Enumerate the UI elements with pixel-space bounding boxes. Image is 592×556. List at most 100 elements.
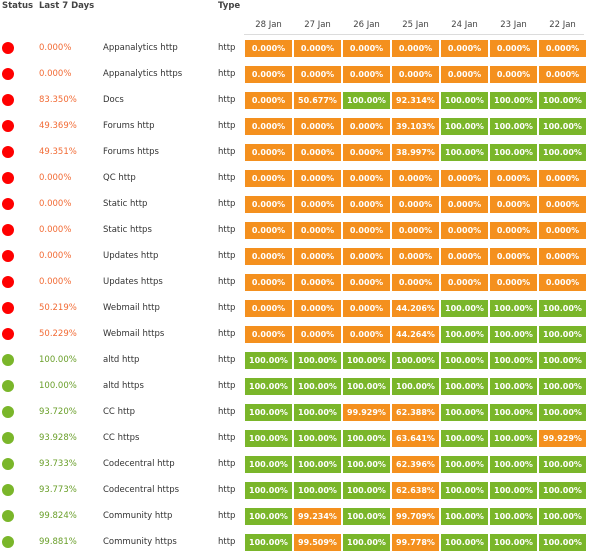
- day-uptime-cell[interactable]: 0.000%: [392, 40, 439, 57]
- monitor-name[interactable]: CC https: [103, 433, 140, 443]
- day-uptime-cell[interactable]: 0.000%: [343, 300, 390, 317]
- table-row[interactable]: 93.733% Codecentral http http 100.00% 100.00…: [0, 452, 592, 478]
- monitor-name[interactable]: Static https: [103, 225, 152, 235]
- day-uptime-cell[interactable]: 100.00%: [343, 508, 390, 525]
- table-row[interactable]: 49.369% Forums http http 0.000% 0.000% 0.000%…: [0, 114, 592, 140]
- day-uptime-cell[interactable]: 99.509%: [294, 534, 341, 551]
- day-uptime-cell[interactable]: 100.00%: [441, 352, 488, 369]
- day-uptime-cell[interactable]: 0.000%: [245, 118, 292, 135]
- day-uptime-cell[interactable]: 0.000%: [343, 248, 390, 265]
- day-uptime-cell[interactable]: 100.00%: [490, 144, 537, 161]
- day-uptime-cell[interactable]: 39.103%: [392, 118, 439, 135]
- day-uptime-cell[interactable]: 100.00%: [539, 456, 586, 473]
- table-row[interactable]: 0.000% Static https http 0.000% 0.000% 0.000%…: [0, 218, 592, 244]
- table-row[interactable]: 50.219% Webmail http http 0.000% 0.000% 0.000…: [0, 296, 592, 322]
- day-uptime-cell[interactable]: 0.000%: [343, 144, 390, 161]
- day-uptime-cell[interactable]: 0.000%: [490, 66, 537, 83]
- day-uptime-cell[interactable]: 100.00%: [441, 144, 488, 161]
- day-uptime-cell[interactable]: 44.264%: [392, 326, 439, 343]
- day-uptime-cell[interactable]: 0.000%: [490, 274, 537, 291]
- day-uptime-cell[interactable]: 0.000%: [294, 274, 341, 291]
- table-row[interactable]: 93.773% Codecentral https http 100.00% 100.0…: [0, 478, 592, 504]
- day-uptime-cell[interactable]: 100.00%: [539, 404, 586, 421]
- day-uptime-cell[interactable]: 100.00%: [245, 456, 292, 473]
- table-row[interactable]: 50.229% Webmail https http 0.000% 0.000% 0.00…: [0, 322, 592, 348]
- day-uptime-cell[interactable]: 100.00%: [490, 508, 537, 525]
- day-uptime-cell[interactable]: 0.000%: [245, 248, 292, 265]
- day-uptime-cell[interactable]: 100.00%: [490, 326, 537, 343]
- table-row[interactable]: 0.000% Static http http 0.000% 0.000% 0.000% 0…: [0, 192, 592, 218]
- day-uptime-cell[interactable]: 100.00%: [245, 404, 292, 421]
- day-uptime-cell[interactable]: 0.000%: [441, 222, 488, 239]
- day-uptime-cell[interactable]: 0.000%: [245, 170, 292, 187]
- monitor-name[interactable]: Codecentral http: [103, 459, 175, 469]
- day-uptime-cell[interactable]: 100.00%: [392, 378, 439, 395]
- day-uptime-cell[interactable]: 0.000%: [490, 248, 537, 265]
- status-column-header[interactable]: Status: [2, 1, 34, 11]
- day-uptime-cell[interactable]: 100.00%: [539, 378, 586, 395]
- day-uptime-cell[interactable]: 62.638%: [392, 482, 439, 499]
- day-uptime-cell[interactable]: 0.000%: [245, 222, 292, 239]
- table-row[interactable]: 93.720% CC http http 100.00% 100.00% 99.929% 6…: [0, 400, 592, 426]
- day-uptime-cell[interactable]: 100.00%: [490, 118, 537, 135]
- table-row[interactable]: 99.824% Community http http 100.00% 99.234% 1…: [0, 504, 592, 530]
- day-uptime-cell[interactable]: 0.000%: [343, 274, 390, 291]
- day-uptime-cell[interactable]: 0.000%: [294, 222, 341, 239]
- day-uptime-cell[interactable]: 0.000%: [343, 222, 390, 239]
- day-uptime-cell[interactable]: 0.000%: [392, 222, 439, 239]
- day-uptime-cell[interactable]: 0.000%: [343, 326, 390, 343]
- day-uptime-cell[interactable]: 100.00%: [441, 534, 488, 551]
- day-uptime-cell[interactable]: 0.000%: [441, 40, 488, 57]
- monitor-name[interactable]: Appanalytics https: [103, 69, 183, 79]
- day-uptime-cell[interactable]: 0.000%: [441, 248, 488, 265]
- day-uptime-cell[interactable]: 0.000%: [245, 66, 292, 83]
- day-uptime-cell[interactable]: 0.000%: [294, 170, 341, 187]
- day-uptime-cell[interactable]: 0.000%: [294, 40, 341, 57]
- table-row[interactable]: 83.350% Docs http 0.000% 50.677% 100.00% 92.31…: [0, 88, 592, 114]
- day-uptime-cell[interactable]: 0.000%: [392, 196, 439, 213]
- day-uptime-cell[interactable]: 0.000%: [539, 274, 586, 291]
- day-uptime-cell[interactable]: 100.00%: [441, 92, 488, 109]
- monitor-name[interactable]: Webmail https: [103, 329, 165, 339]
- day-uptime-cell[interactable]: 100.00%: [539, 300, 586, 317]
- table-row[interactable]: 49.351% Forums https http 0.000% 0.000% 0.000…: [0, 140, 592, 166]
- day-uptime-cell[interactable]: 100.00%: [245, 430, 292, 447]
- day-uptime-cell[interactable]: 62.396%: [392, 456, 439, 473]
- day-uptime-cell[interactable]: 100.00%: [490, 534, 537, 551]
- day-uptime-cell[interactable]: 100.00%: [539, 92, 586, 109]
- day-uptime-cell[interactable]: 0.000%: [539, 40, 586, 57]
- monitor-name[interactable]: Forums http: [103, 121, 155, 131]
- monitor-name[interactable]: CC http: [103, 407, 136, 417]
- day-uptime-cell[interactable]: 100.00%: [245, 534, 292, 551]
- day-uptime-cell[interactable]: 100.00%: [245, 378, 292, 395]
- day-uptime-cell[interactable]: 100.00%: [343, 378, 390, 395]
- day-uptime-cell[interactable]: 100.00%: [294, 404, 341, 421]
- day-uptime-cell[interactable]: 0.000%: [441, 196, 488, 213]
- day-uptime-cell[interactable]: 0.000%: [294, 326, 341, 343]
- day-uptime-cell[interactable]: 100.00%: [294, 482, 341, 499]
- day-uptime-cell[interactable]: 100.00%: [294, 456, 341, 473]
- day-uptime-cell[interactable]: 100.00%: [343, 430, 390, 447]
- monitor-name[interactable]: QC http: [103, 173, 136, 183]
- day-uptime-cell[interactable]: 100.00%: [490, 456, 537, 473]
- day-uptime-cell[interactable]: 0.000%: [245, 326, 292, 343]
- day-uptime-cell[interactable]: 100.00%: [539, 352, 586, 369]
- day-uptime-cell[interactable]: 0.000%: [343, 40, 390, 57]
- day-uptime-cell[interactable]: 100.00%: [539, 482, 586, 499]
- day-uptime-cell[interactable]: 99.778%: [392, 534, 439, 551]
- table-row[interactable]: 100.00% altd https http 100.00% 100.00% 100.0…: [0, 374, 592, 400]
- day-uptime-cell[interactable]: 100.00%: [441, 430, 488, 447]
- day-uptime-cell[interactable]: 100.00%: [343, 352, 390, 369]
- table-row[interactable]: 0.000% Updates http http 0.000% 0.000% 0.000%…: [0, 244, 592, 270]
- table-row[interactable]: 99.881% Community https http 100.00% 99.509%…: [0, 530, 592, 556]
- day-uptime-cell[interactable]: 99.929%: [343, 404, 390, 421]
- table-row[interactable]: 100.00% altd http http 100.00% 100.00% 100.00…: [0, 348, 592, 374]
- day-uptime-cell[interactable]: 0.000%: [490, 170, 537, 187]
- day-uptime-cell[interactable]: 100.00%: [343, 92, 390, 109]
- day-uptime-cell[interactable]: 100.00%: [490, 430, 537, 447]
- day-uptime-cell[interactable]: 0.000%: [245, 300, 292, 317]
- day-uptime-cell[interactable]: 0.000%: [245, 196, 292, 213]
- day-uptime-cell[interactable]: 92.314%: [392, 92, 439, 109]
- day-uptime-cell[interactable]: 99.709%: [392, 508, 439, 525]
- day-uptime-cell[interactable]: 100.00%: [441, 326, 488, 343]
